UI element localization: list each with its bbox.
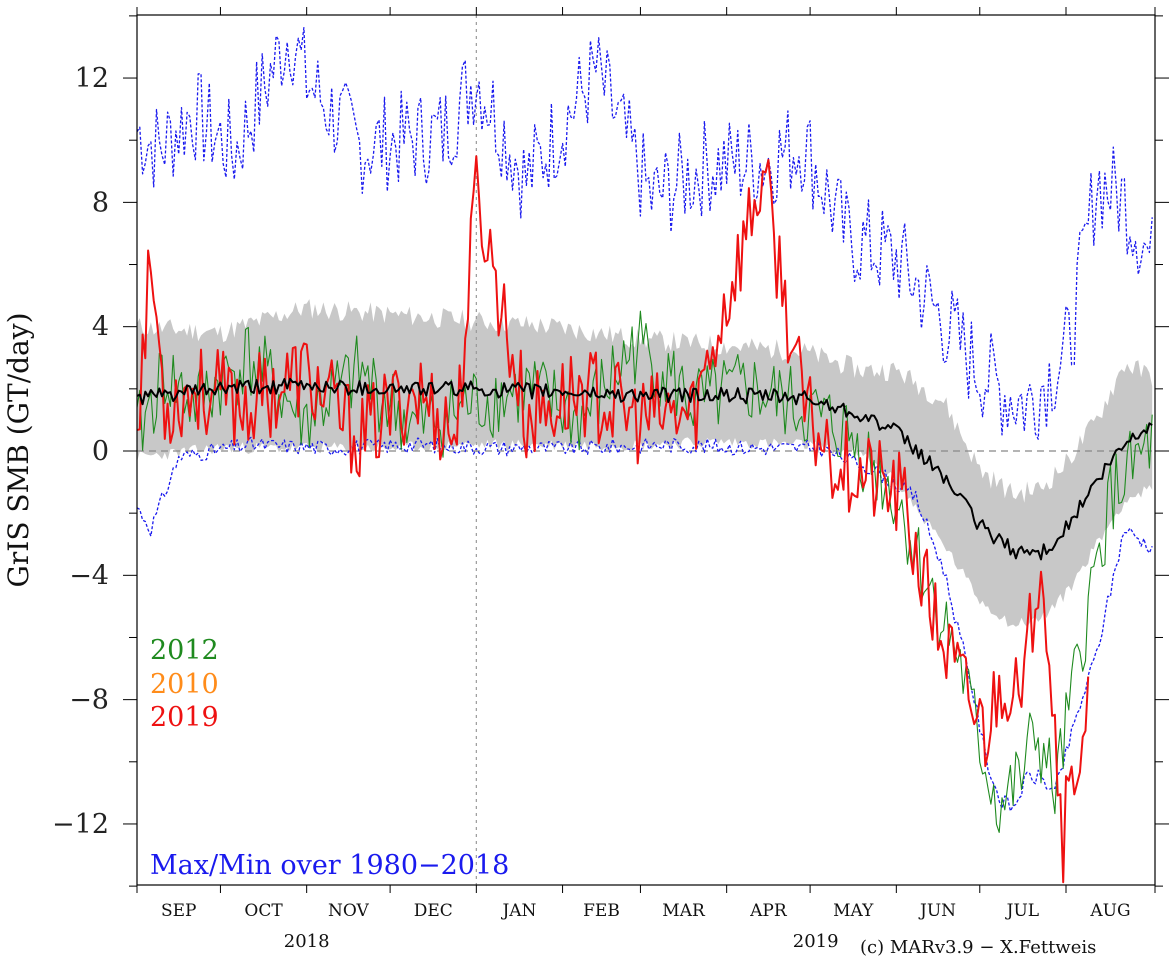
- legend-2012: 2012: [150, 635, 219, 666]
- series-max-line: [136, 26, 1153, 440]
- month-label: NOV: [328, 901, 370, 921]
- month-label: JAN: [500, 901, 536, 921]
- series-mean-line: [136, 377, 1153, 561]
- legend-2019: 2019: [150, 702, 219, 733]
- y-tick-label: 12: [75, 63, 109, 94]
- y-tick-label: 0: [92, 436, 109, 467]
- month-label: JUL: [1005, 901, 1039, 921]
- y-axis-label: GrIS SMB (GT/day): [2, 313, 35, 588]
- maxmin-legend: Max/Min over 1980−2018: [150, 850, 509, 881]
- year-label: 2018: [284, 931, 330, 952]
- y-tick-label: −12: [52, 809, 109, 840]
- y-tick-label: 8: [92, 187, 109, 218]
- month-label: APR: [749, 901, 788, 921]
- month-label: JUN: [918, 901, 956, 921]
- month-label: FEB: [583, 901, 620, 921]
- series-2012-line: [136, 310, 1153, 833]
- month-label: SEP: [161, 901, 197, 921]
- y-tick-label: −8: [69, 685, 109, 716]
- series-layer: [136, 26, 1153, 884]
- series-2019-line: [136, 155, 1090, 884]
- reference-lines-layer: [137, 15, 1155, 885]
- month-label: MAY: [833, 901, 874, 921]
- year-label: 2019: [793, 931, 839, 952]
- month-label: AUG: [1089, 901, 1130, 921]
- legend-2010: 2010: [150, 669, 219, 700]
- month-label: MAR: [662, 901, 706, 921]
- credit-text: (c) MARv3.9 − X.Fettweis: [860, 937, 1096, 958]
- std-band: [137, 299, 1153, 628]
- series-min-line: [136, 436, 1153, 812]
- y-tick-label: −4: [69, 560, 109, 591]
- x-axis: SEP OCT NOV DEC JAN FEB MAR APR MAY JUN JUL AUG 2018…: [136, 7, 1156, 952]
- y-tick-label: 4: [92, 312, 109, 343]
- month-label: OCT: [244, 901, 283, 921]
- month-label: DEC: [414, 901, 453, 921]
- plot-frame: [136, 14, 1156, 886]
- std-band-layer: [137, 299, 1153, 628]
- y-axis: 12 8 4 0 −4 −8 −12: [52, 15, 1169, 887]
